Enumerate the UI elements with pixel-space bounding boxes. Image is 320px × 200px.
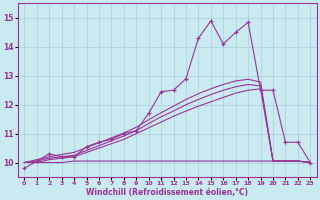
X-axis label: Windchill (Refroidissement éolien,°C): Windchill (Refroidissement éolien,°C) [86, 188, 248, 197]
